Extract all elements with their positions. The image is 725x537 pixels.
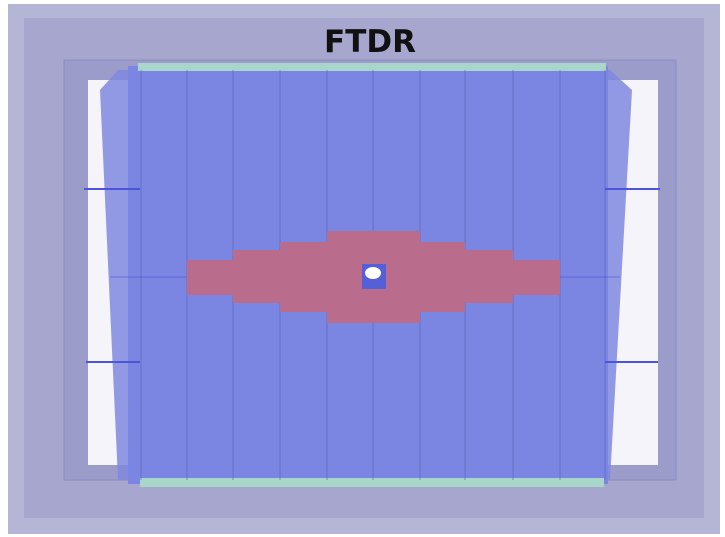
top-strip	[138, 63, 606, 71]
title: FTDR	[324, 24, 416, 60]
beam-pipe	[365, 267, 381, 279]
detector-view: FTDR	[0, 0, 725, 537]
bottom-strip	[140, 478, 604, 487]
